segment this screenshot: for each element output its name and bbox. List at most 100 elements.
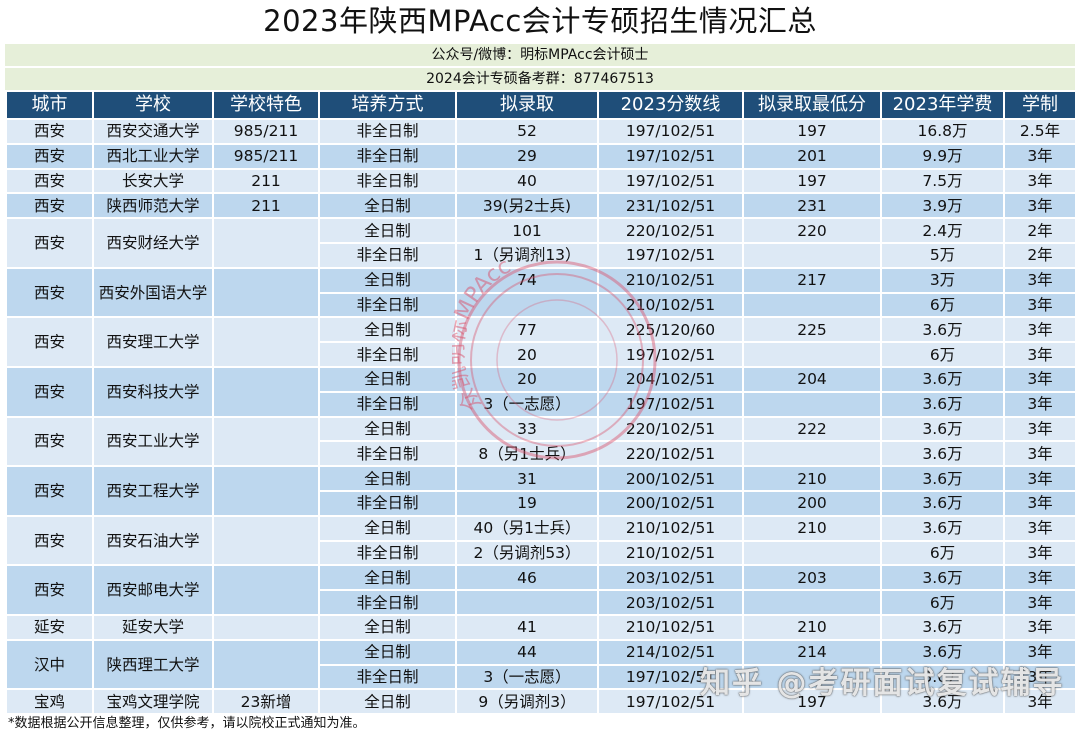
fee-cell: 3.6万 — [880, 415, 1005, 443]
min-score-cell: 210 — [742, 465, 882, 492]
mode-cell: 非全日制 — [318, 241, 457, 269]
years-cell: 3年 — [1003, 638, 1077, 666]
admit-cell: 29 — [455, 142, 599, 170]
table-body: 西安 西安交通大学 985/211 非全日制 52 197/102/51 197 16.8万 2… — [5, 118, 1077, 716]
score-line-cell: 220/102/51 — [597, 415, 744, 443]
admit-cell: 20 — [455, 341, 599, 368]
mode-cell: 非全日制 — [318, 489, 457, 517]
score-line-cell: 210/102/51 — [597, 266, 744, 294]
years-cell: 3年 — [1003, 316, 1077, 344]
fee-cell: 6万 — [880, 291, 1005, 319]
table-row: 西安 西安科技大学 全日制 20 204/102/51 204 3.6万 3年 — [5, 365, 1077, 418]
mode-cell: 全日制 — [318, 365, 457, 393]
fee-cell: 3.6万 — [880, 440, 1005, 468]
mode-cell: 全日制 — [318, 266, 457, 294]
score-line-cell: 200/102/51 — [597, 489, 744, 517]
city-cell: 西安 — [5, 167, 94, 195]
score-line-cell: 214/102/51 — [597, 638, 744, 666]
header-city: 城市 — [5, 92, 94, 119]
feature-cell: 985/211 — [212, 142, 320, 170]
years-cell: 3年 — [1003, 589, 1077, 616]
school-cell: 宝鸡文理学院 — [92, 688, 214, 716]
fee-cell: 6万 — [880, 539, 1005, 567]
admit-cell: 52 — [455, 118, 599, 145]
admit-cell: 39(另2士兵) — [455, 192, 599, 220]
table-row: 西安 长安大学 211 非全日制 40 197/102/51 197 7.5万 3年 — [5, 167, 1077, 195]
feature-cell — [212, 316, 320, 368]
admit-cell: 9（另调剂3） — [455, 688, 599, 716]
feature-cell — [212, 638, 320, 691]
min-score-cell — [742, 291, 882, 319]
header-feature: 学校特色 — [212, 92, 320, 119]
mode-cell: 非全日制 — [318, 663, 457, 691]
table-row: 非全日制 1（另调剂13） 197/102/51 5万 2年 — [6, 241, 1077, 269]
table-row: 非全日制 2（另调剂53） 210/102/51 6万 3年 — [6, 539, 1077, 567]
score-line-cell: 203/102/51 — [597, 589, 744, 616]
header-mode: 培养方式 — [318, 92, 457, 119]
header-school: 学校 — [92, 92, 214, 119]
header-admit: 拟录取 — [455, 92, 599, 119]
years-cell: 3年 — [1003, 613, 1077, 641]
school-cell: 西安交通大学 — [92, 118, 214, 145]
score-line-cell: 197/102/51 — [597, 167, 744, 195]
table-row: 西安 西安理工大学 全日制 77 225/120/60 225 3.6万 3年 — [5, 316, 1077, 368]
table-row: 西安 陕西师范大学 211 全日制 39(另2士兵) 231/102/51 231 3.9万 3… — [5, 192, 1077, 220]
admit-cell: 31 — [455, 465, 599, 492]
city-cell: 西安 — [5, 465, 94, 517]
fee-cell: 3.6万 — [880, 316, 1005, 344]
min-score-cell: 203 — [742, 564, 882, 592]
min-score-cell: 200 — [742, 489, 882, 517]
admit-cell — [455, 589, 599, 616]
min-score-cell: 210 — [742, 514, 882, 542]
score-line-cell: 197/102/51 — [597, 688, 744, 716]
mode-cell: 非全日制 — [318, 390, 457, 418]
score-line-cell: 197/102/51 — [597, 142, 744, 170]
score-line-cell: 225/120/60 — [597, 316, 744, 344]
mode-cell: 全日制 — [318, 217, 457, 244]
admit-cell: 101 — [455, 217, 599, 244]
header-score-line: 2023分数线 — [597, 92, 744, 119]
fee-cell: 3.6万 — [880, 663, 1005, 691]
school-cell: 西安理工大学 — [92, 316, 214, 368]
mode-cell: 全日制 — [318, 192, 457, 220]
feature-cell — [212, 217, 320, 269]
score-line-cell: 197/102/51 — [597, 241, 744, 269]
fee-cell: 3.6万 — [880, 514, 1005, 542]
city-cell: 西安 — [5, 217, 94, 269]
table-row: 非全日制 203/102/51 6万 3年 — [6, 589, 1077, 616]
fee-cell: 7.5万 — [880, 167, 1005, 195]
school-cell: 西安科技大学 — [92, 365, 214, 418]
years-cell: 3年 — [1003, 415, 1077, 443]
table-row: 西安 西北工业大学 985/211 非全日制 29 197/102/51 201 9.9万 3年 — [5, 142, 1077, 170]
min-score-cell: 214 — [742, 638, 882, 666]
years-cell: 3年 — [1003, 192, 1077, 220]
min-score-cell: 201 — [742, 142, 882, 170]
school-cell: 西安石油大学 — [92, 514, 214, 567]
admit-cell — [455, 291, 599, 319]
fee-cell: 3.6万 — [880, 465, 1005, 492]
mode-cell: 全日制 — [318, 564, 457, 592]
mode-cell: 全日制 — [318, 316, 457, 344]
table-row: 西安 西安工业大学 全日制 33 220/102/51 222 3.6万 3年 — [5, 415, 1077, 468]
min-score-cell: 222 — [742, 415, 882, 443]
table-row: 非全日制 20 197/102/51 6万 3年 — [6, 341, 1077, 368]
feature-cell: 23新增 — [212, 688, 320, 716]
years-cell: 3年 — [1003, 663, 1077, 691]
admit-cell: 74 — [455, 266, 599, 294]
min-score-cell: 204 — [742, 365, 882, 393]
table-row: 非全日制 8（另1士兵） 220/102/51 3.6万 3年 — [6, 440, 1077, 468]
fee-cell: 6万 — [880, 589, 1005, 616]
score-line-cell: 197/102/51 — [597, 118, 744, 145]
min-score-cell: 225 — [742, 316, 882, 344]
school-cell: 西安财经大学 — [92, 217, 214, 269]
mode-cell: 全日制 — [318, 613, 457, 641]
feature-cell: 211 — [212, 167, 320, 195]
years-cell: 3年 — [1003, 688, 1077, 716]
table-row: 非全日制 3（一志愿） 197/102/51 3.6万 3年 — [6, 663, 1077, 691]
min-score-cell — [742, 341, 882, 368]
table-row: 西安 西安交通大学 985/211 非全日制 52 197/102/51 197 16.8万 2… — [5, 118, 1077, 145]
fee-cell: 3万 — [880, 266, 1005, 294]
score-line-cell: 231/102/51 — [597, 192, 744, 220]
city-cell: 西安 — [5, 415, 94, 468]
min-score-cell: 231 — [742, 192, 882, 220]
